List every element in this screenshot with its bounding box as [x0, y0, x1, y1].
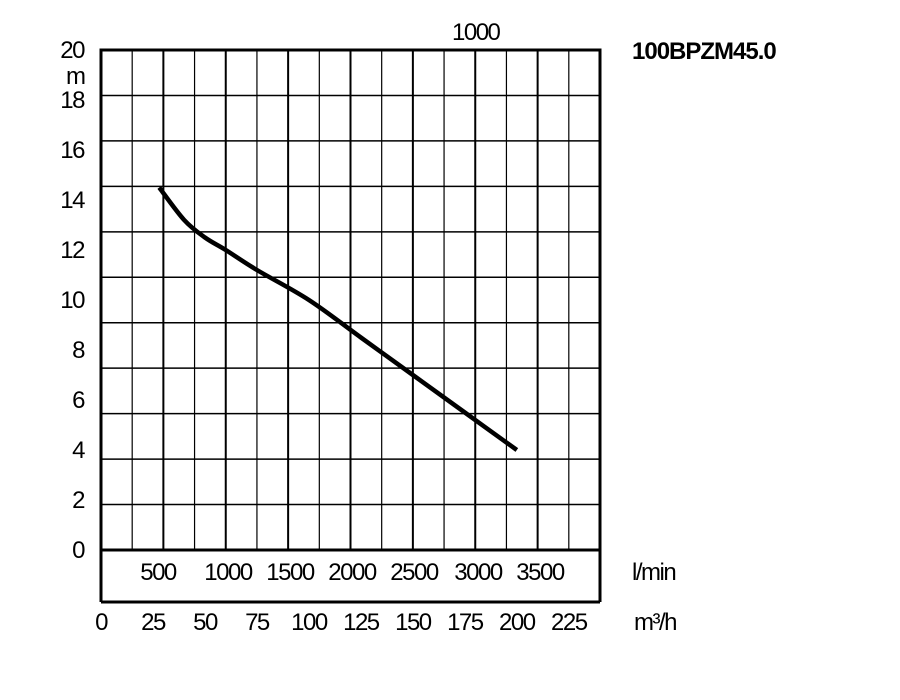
- y-tick-label: 10: [60, 287, 85, 314]
- x-tick-label-m3h: 200: [499, 609, 536, 636]
- y-tick-label: 2: [72, 487, 85, 514]
- chart-title: 100BPZM45.0: [632, 38, 776, 65]
- grid: [99, 50, 600, 550]
- y-tick-labels: 0 2 4 6 8 10 12 14 16 18 20: [60, 37, 86, 564]
- y-tick-label: 16: [60, 137, 85, 164]
- top-axis-label: 1000: [452, 19, 501, 46]
- x-axis-label-lmin: l/min: [632, 559, 675, 586]
- x-tick-label-lmin: 3500: [516, 559, 565, 586]
- x-tick-labels-lmin: 500 1000 1500 2000 2500 3000 3500: [140, 559, 566, 586]
- x-tick-label-m3h: 50: [193, 609, 218, 636]
- x-tick-label-m3h: 150: [395, 609, 432, 636]
- x-tick-label-m3h: 175: [447, 609, 484, 636]
- x-tick-label-m3h: 100: [291, 609, 328, 636]
- y-tick-label: 4: [72, 437, 85, 464]
- x-tick-label-lmin: 2000: [328, 559, 377, 586]
- x-tick-label-m3h: 125: [343, 609, 380, 636]
- y-tick-label: 6: [72, 387, 85, 414]
- x-tick-label-lmin: 2500: [390, 559, 439, 586]
- y-tick-label: 0: [72, 537, 85, 564]
- x-tick-labels-m3h: 0 25 50 75 100 125 150 175 200 225: [95, 609, 589, 636]
- y-tick-label: 8: [72, 337, 85, 364]
- x-tick-label-m3h: 25: [141, 609, 166, 636]
- x-tick-label-m3h: 0: [95, 609, 108, 636]
- y-tick-label: 14: [60, 187, 85, 214]
- x-tick-label-lmin: 3000: [454, 559, 503, 586]
- y-tick-label: 12: [60, 237, 85, 264]
- x-tick-label-lmin: 1000: [204, 559, 253, 586]
- x-tick-label-m3h: 75: [245, 609, 270, 636]
- x-tick-label-lmin: 1500: [266, 559, 315, 586]
- x-tick-label-lmin: 500: [140, 559, 177, 586]
- series-group: [157, 186, 519, 452]
- y-tick-label: 20: [60, 37, 85, 64]
- y-tick-label: 18: [60, 87, 85, 114]
- series-line: [157, 186, 519, 452]
- x-tick-label-m3h: 225: [551, 609, 588, 636]
- y-axis-label: m: [66, 63, 85, 90]
- x-axis-label-m3h: m³/h: [634, 609, 676, 636]
